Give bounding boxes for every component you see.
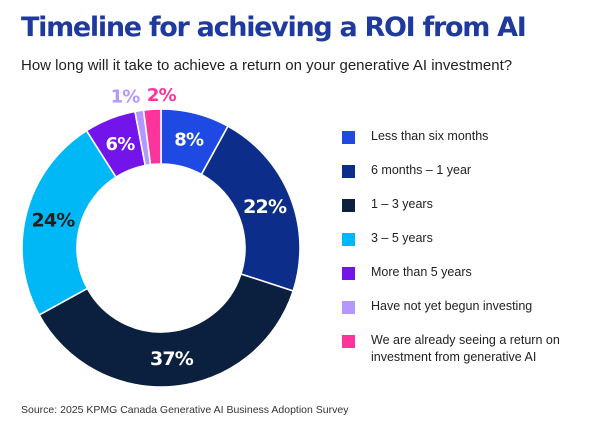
legend-item-more-than-5-years: More than 5 years [342,264,587,298]
legend-label: 3 – 5 years [371,231,433,245]
legend-label: Have not yet begun investing [371,299,533,313]
legend-swatch [342,131,355,144]
data-label-have-not-yet-begun-investing: 1% [111,86,141,107]
legend-label: 6 months – 1 year [371,163,472,177]
data-label-3-5-years: 24% [31,209,75,231]
data-label-6-months-1-year: 22% [243,196,287,218]
legend-item-3-5-years: 3 – 5 years [342,230,587,264]
data-label-less-than-six-months: 8% [174,130,204,151]
legend-item-we-are-already-seeing-a-return-on-investment-from-generative-ai: We are already seeing a return on invest… [342,332,587,366]
legend-label: 1 – 3 years [371,197,433,211]
data-label-we-are-already-seeing-a-return-on-investment-from-generative-ai: 2% [147,85,177,106]
slice-3-5-years [21,129,118,317]
data-label-more-than-5-years: 6% [105,134,135,155]
legend-item-1-3-years: 1 – 3 years [342,196,587,230]
legend-swatch [342,267,355,280]
legend-swatch [342,233,355,246]
slice-we-are-already-seeing-a-return-on-investment-from-generative-ai [142,108,162,166]
legend-swatch [342,199,355,212]
slice-1-3-years [38,272,295,388]
chart-title: Timeline for achieving a ROI from AI [21,12,527,43]
chart-legend: Less than six months 6 months – 1 year 1 –… [342,128,587,366]
legend-swatch [342,165,355,178]
source-note: Source: 2025 KPMG Canada Generative AI B… [21,404,349,416]
legend-label: Less than six months [371,129,489,143]
legend-label: We are already seeing a return on invest… [371,333,560,364]
chart-subtitle: How long will it take to achieve a retur… [21,57,513,74]
legend-item-6-months-1-year: 6 months – 1 year [342,162,587,196]
donut-chart: 8% 22% 37% 24% 6% 1% 2% [21,85,301,388]
legend-item-less-than-six-months: Less than six months [342,128,587,162]
legend-label: More than 5 years [371,265,472,279]
legend-swatch [342,335,355,348]
legend-item-have-not-yet-begun-investing: Have not yet begun investing [342,298,587,332]
legend-swatch [342,301,355,314]
data-label-1-3-years: 37% [150,348,194,370]
